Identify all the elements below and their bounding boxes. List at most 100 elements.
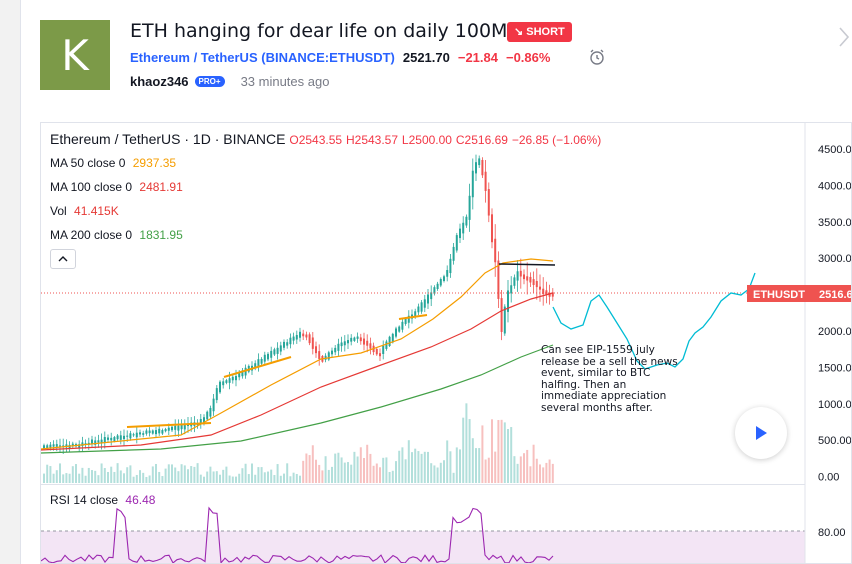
candle-body xyxy=(407,315,410,323)
volume-bar xyxy=(161,476,164,483)
candle-body xyxy=(212,398,215,412)
collapse-legend-button[interactable] xyxy=(50,249,76,269)
candle-body xyxy=(497,260,500,299)
candle-body xyxy=(388,336,391,346)
chart-container[interactable]: 4500.004000.003500.003000.002500.002000.… xyxy=(40,122,852,564)
volume-bar xyxy=(91,470,93,483)
trendline-3 xyxy=(398,314,428,320)
play-button[interactable] xyxy=(735,407,787,459)
volume-bar xyxy=(142,472,145,483)
candle-body xyxy=(103,437,106,444)
candle-body xyxy=(363,338,365,345)
price-label-bg xyxy=(747,285,851,302)
volume-bar xyxy=(158,471,161,483)
candle-body xyxy=(449,258,452,274)
candle-body xyxy=(327,352,330,360)
candle-body xyxy=(267,353,269,360)
candle-body xyxy=(420,302,423,312)
alarm-icon[interactable] xyxy=(588,48,606,66)
candle-body xyxy=(510,285,513,294)
symbol-link[interactable]: Ethereum / TetherUS (BINANCE:ETHUSDT) xyxy=(130,50,395,65)
symbol-ticker[interactable]: (BINANCE:ETHUSDT) xyxy=(261,50,395,65)
volume-bar xyxy=(299,475,301,483)
posted-time: 33 minutes ago xyxy=(240,74,330,89)
candle-body xyxy=(52,444,55,447)
candle-body xyxy=(68,444,71,449)
axis-tick-label: 1500.00 xyxy=(818,362,852,374)
candle-body xyxy=(465,216,468,226)
candle-body xyxy=(375,348,378,355)
volume-bar xyxy=(135,474,138,483)
author-avatar[interactable]: K xyxy=(40,20,110,90)
volume-bar xyxy=(340,457,343,483)
volume-bar xyxy=(254,474,257,483)
candle-body xyxy=(119,435,122,440)
volume-bar xyxy=(177,471,180,483)
short-badge-label: SHORT xyxy=(526,26,565,38)
volume-bar xyxy=(539,464,541,483)
volume-bar xyxy=(183,465,186,483)
candle-body xyxy=(110,437,113,441)
candle-body xyxy=(350,337,353,342)
volume-bar xyxy=(238,473,241,483)
volume-bar xyxy=(545,462,548,483)
volume-bar xyxy=(439,462,442,483)
indicator-ma100[interactable]: MA 100 close 0 2481.91 xyxy=(50,180,183,194)
candle-body xyxy=(500,298,503,332)
volume-bar xyxy=(139,470,141,483)
volume-bar xyxy=(420,453,423,483)
short-badge: ↘ SHORT xyxy=(507,22,572,42)
volume-bar xyxy=(302,460,305,483)
candle-body xyxy=(391,333,394,343)
volume-bar xyxy=(548,459,551,483)
volume-bar xyxy=(273,475,276,483)
chart-canvas[interactable]: 4500.004000.003500.003000.002500.002000.… xyxy=(41,123,852,564)
volume-bar xyxy=(87,467,90,483)
volume-bar xyxy=(484,459,487,483)
candle-body xyxy=(183,424,186,430)
author-line: khaoz346 PRO+ 33 minutes ago xyxy=(130,74,329,89)
volume-bar xyxy=(270,469,273,483)
volume-bar xyxy=(251,463,253,483)
volume-bar xyxy=(180,464,183,483)
volume-bar xyxy=(526,449,529,483)
volume-bar xyxy=(398,450,401,483)
volume-bar xyxy=(532,444,535,483)
candle-body xyxy=(484,171,487,191)
indicator-value: 2937.35 xyxy=(132,156,177,170)
volume-bar xyxy=(190,466,193,483)
chevron-right-icon[interactable] xyxy=(838,26,850,48)
volume-bar xyxy=(100,463,103,483)
volume-bar xyxy=(353,451,356,483)
ma50-line xyxy=(41,258,554,450)
author-name[interactable]: khaoz346 xyxy=(130,74,189,89)
indicator-volume[interactable]: Vol 41.415K xyxy=(50,204,119,218)
volume-bar xyxy=(315,459,317,483)
candle-body xyxy=(151,430,154,434)
volume-bar xyxy=(535,458,538,483)
volume-bar xyxy=(327,469,330,483)
indicator-ma200[interactable]: MA 200 close 0 1831.95 xyxy=(50,228,183,242)
arrow-down-right-icon: ↘ xyxy=(514,26,524,38)
candle-body xyxy=(100,439,103,444)
rsi-axis-tick: 80.00 xyxy=(818,527,846,539)
symbol-name[interactable]: Ethereum / TetherUS xyxy=(130,50,258,65)
volume-bar xyxy=(388,471,391,483)
candle-body xyxy=(385,341,388,349)
candle-body xyxy=(475,162,477,174)
indicator-ma50[interactable]: MA 50 close 0 2937.35 xyxy=(50,156,176,170)
candle-body xyxy=(430,292,433,300)
volume-bar xyxy=(404,459,407,483)
volume-bar xyxy=(459,449,461,483)
rsi-legend[interactable]: RSI 14 close 46.48 xyxy=(50,493,155,507)
candle-body xyxy=(404,318,407,324)
volume-bar xyxy=(449,451,452,483)
legend-symbol[interactable]: Ethereum / TetherUS · 1D · BINANCE xyxy=(50,131,286,147)
volume-bar xyxy=(260,467,263,483)
candle-body xyxy=(55,444,58,447)
volume-bar xyxy=(379,467,381,483)
volume-bar xyxy=(43,473,45,483)
candle-body xyxy=(519,270,522,277)
volume-bar xyxy=(382,457,385,483)
volume-bar xyxy=(308,455,311,483)
